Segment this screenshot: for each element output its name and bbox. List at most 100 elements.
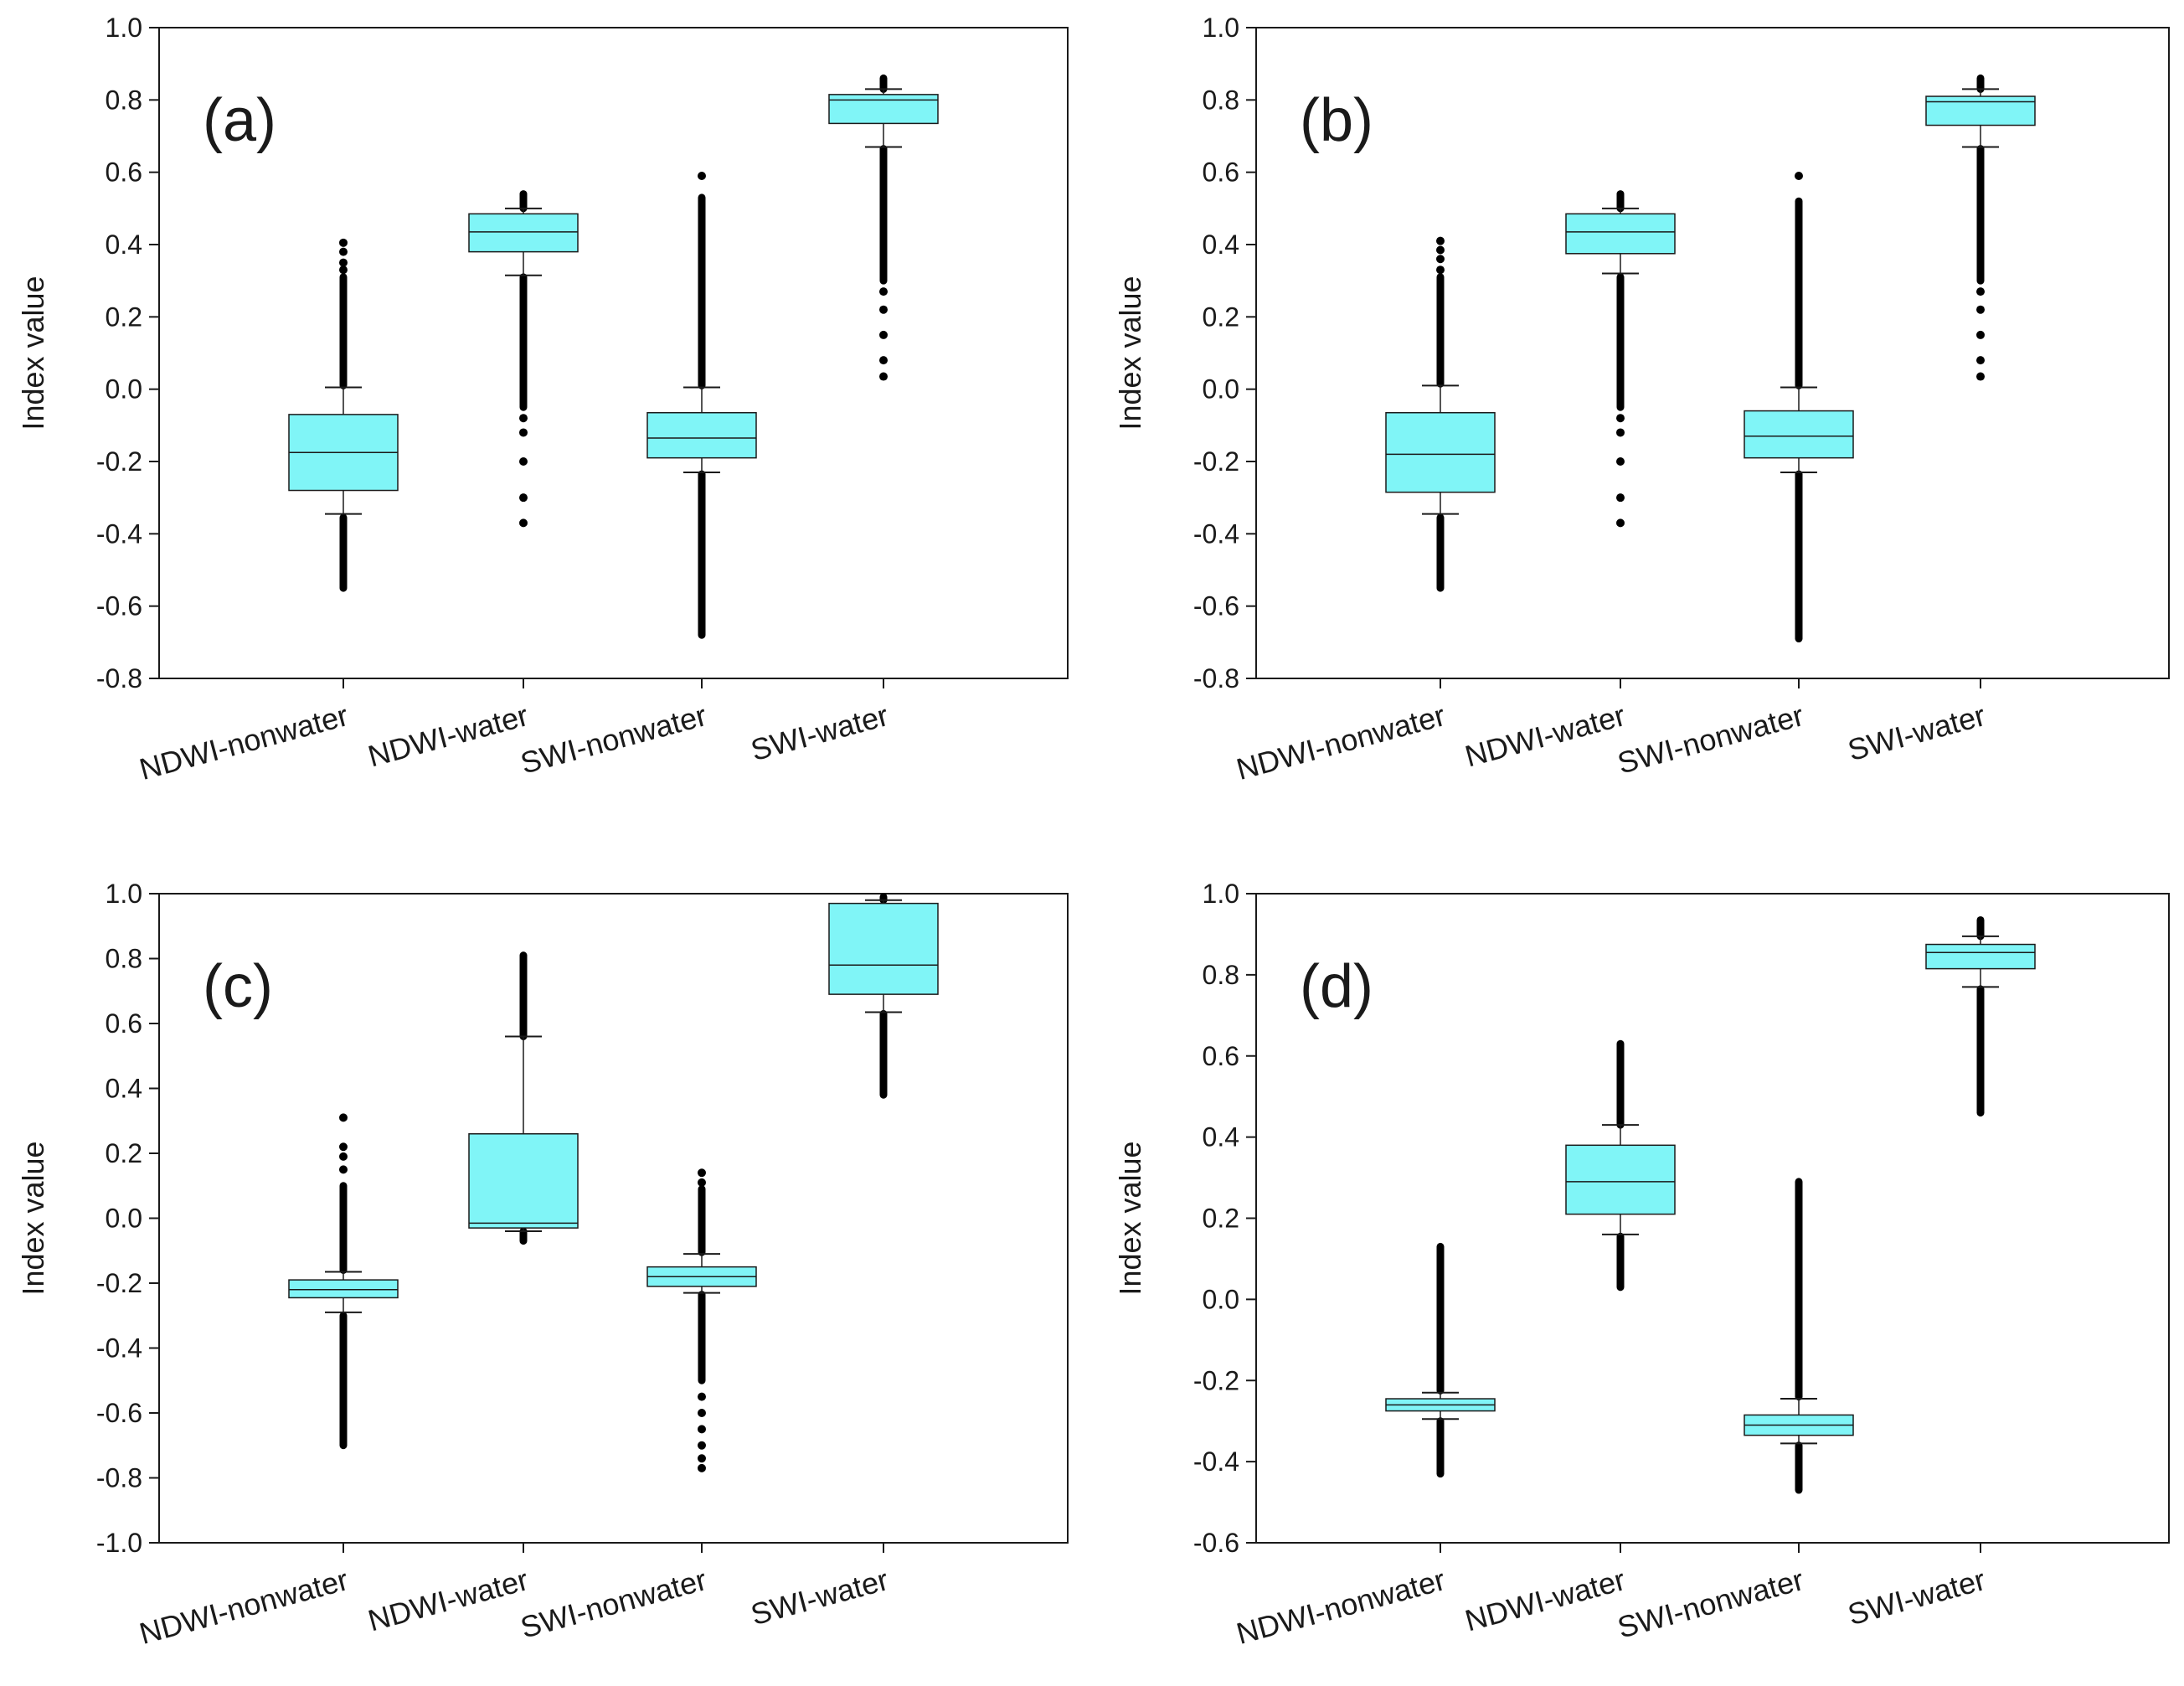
x-category-label: SWI-water [1844,698,1989,767]
outlier-point [519,457,528,466]
outlier-point [519,493,528,503]
outlier-point [1436,245,1445,255]
chart-panel-d: -0.6 -0.4 -0.2 0.0 0.2 0.4 0.6 0.8 1.0 Index valu… [1113,879,2170,1651]
y-tick-label: 1.0 [1203,879,1239,909]
y-axis-label: Index value [16,276,50,430]
box-iqr [646,411,757,459]
box-swi-water: SWI-water [1844,74,2036,767]
outlier-point [1976,305,1985,314]
x-category-label: SWI-water [747,698,892,767]
y-axis-label: Index value [1113,1141,1147,1295]
outlier-point [879,305,888,314]
outlier-point [698,171,706,180]
box-iqr [1565,213,1676,255]
y-tick-label: 0.6 [1203,1041,1239,1071]
outlier-point [1436,266,1445,275]
outlier-point [698,1168,706,1178]
y-tick-label: -0.4 [1193,1446,1239,1477]
y-tick-label: 0.8 [1203,85,1239,115]
y-tick-label: 0.2 [106,1138,142,1168]
x-category-label: SWI-water [747,1562,892,1632]
y-tick-label: 0.4 [1203,1122,1239,1152]
y-tick-label: -0.2 [96,1268,142,1298]
x-category-label: NDWI-water [364,1562,532,1637]
y-tick-label: -0.4 [1193,518,1239,549]
outlier-point [339,1165,348,1174]
y-tick-label: -0.8 [1193,663,1239,693]
panel-label: (a) [203,87,276,154]
y-tick-label: 0.8 [1203,960,1239,990]
outlier-point [1976,287,1985,296]
box-iqr [1744,410,1854,459]
outlier-point [519,428,528,437]
outlier-point [1616,457,1625,466]
box-swi-nonwater: SWI-nonwater [517,1168,757,1645]
box-iqr [1925,95,2036,126]
outlier-point [1616,493,1625,503]
y-tick-label: -0.6 [96,1398,142,1428]
outlier-point [879,287,888,296]
box-swi-water: SWI-water [1844,915,2036,1632]
y-tick-label: 0.2 [106,302,142,332]
box-ndwi-nonwater: NDWI-nonwater [1233,236,1496,786]
box-iqr [1385,411,1496,493]
outlier-point [879,372,888,381]
y-tick-label: -0.8 [96,663,142,693]
y-axis-label: Index value [1113,276,1147,430]
outlier-point [339,1152,348,1161]
y-tick-label: 0.4 [106,1074,142,1104]
box-swi-nonwater: SWI-nonwater [1614,1178,1854,1645]
panel-label: (b) [1300,87,1373,154]
panel-label: (d) [1300,953,1373,1020]
y-tick-label: 0.6 [106,157,142,188]
box-iqr [828,902,939,995]
x-category-label: NDWI-nonwater [1233,1562,1449,1651]
x-category-label: SWI-nonwater [517,698,710,781]
box-iqr [468,213,579,253]
plot-frame [158,27,1069,679]
outlier-point [1616,414,1625,423]
outlier-point [339,238,348,247]
y-tick-label: 0.4 [106,229,142,260]
box-swi-water: SWI-water [747,74,939,767]
outlier-point [1616,428,1625,437]
x-category-label: NDWI-water [1461,1562,1629,1637]
y-tick-label: -1.0 [96,1528,142,1558]
y-tick-label: 0.0 [106,374,142,405]
outlier-point [519,414,528,423]
y-tick-label: -0.4 [96,1333,142,1364]
outlier-point [879,356,888,365]
box-swi-nonwater: SWI-nonwater [1614,171,1854,781]
y-tick-label: 0.0 [1203,1284,1239,1314]
outlier-point [1436,255,1445,264]
x-category-label: SWI-nonwater [1614,698,1807,781]
outlier-point [1976,372,1985,381]
x-category-label: NDWI-nonwater [1233,698,1449,786]
y-tick-label: 0.4 [1203,229,1239,260]
outlier-point [1976,330,1985,339]
y-tick-label: 1.0 [106,13,142,43]
y-tick-label: -0.6 [1193,1528,1239,1558]
outlier-point [698,1441,706,1450]
outlier-point [1976,356,1985,365]
box-ndwi-nonwater: NDWI-nonwater [136,238,399,786]
outlier-point [1795,171,1803,180]
y-tick-label: -0.8 [96,1463,142,1493]
plot-frame [1255,27,2170,679]
outlier-point [519,518,528,528]
y-tick-label: -0.2 [1193,446,1239,477]
outlier-point [698,1392,706,1401]
x-category-label: NDWI-water [1461,698,1629,773]
outlier-point [698,1425,706,1434]
x-category-label: NDWI-nonwater [136,698,352,786]
box-iqr [1925,943,2036,970]
box-iqr [1565,1144,1676,1215]
outlier-point [339,1142,348,1152]
outlier-point [698,1409,706,1417]
box-iqr [288,1279,399,1299]
y-tick-label: 0.6 [106,1008,142,1039]
outlier-point [698,1463,706,1472]
y-tick-label: -0.6 [1193,591,1239,621]
y-tick-label: 0.0 [106,1204,142,1234]
